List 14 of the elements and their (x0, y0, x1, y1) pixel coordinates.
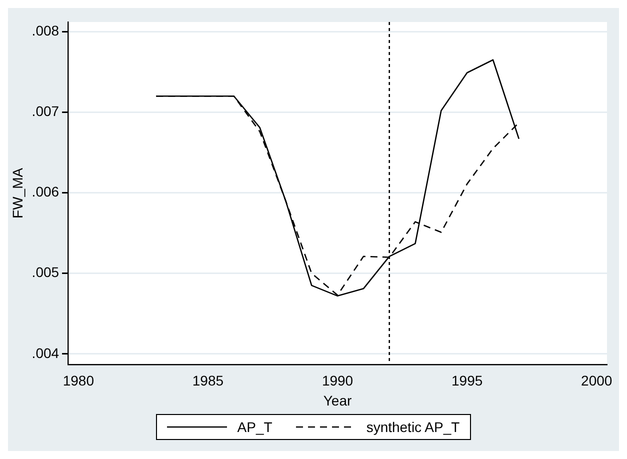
y-axis-title: FW_MA (9, 167, 26, 218)
x-tick-label: 1980 (62, 372, 94, 389)
legend-label: synthetic AP_T (366, 419, 460, 435)
x-tick-label: 1990 (322, 372, 354, 389)
y-tick-label: .006 (32, 184, 60, 200)
y-tick-label: .004 (32, 344, 60, 361)
y-tick-label: .007 (32, 103, 60, 120)
y-tick-label: .005 (32, 264, 60, 280)
y-tick-label: .008 (32, 22, 60, 39)
x-tick-label: 1995 (452, 372, 483, 389)
x-tick-label: 2000 (581, 372, 612, 389)
legend-label: AP_T (237, 419, 272, 435)
x-tick-label: 1985 (192, 372, 224, 389)
x-axis-title: Year (323, 392, 352, 408)
